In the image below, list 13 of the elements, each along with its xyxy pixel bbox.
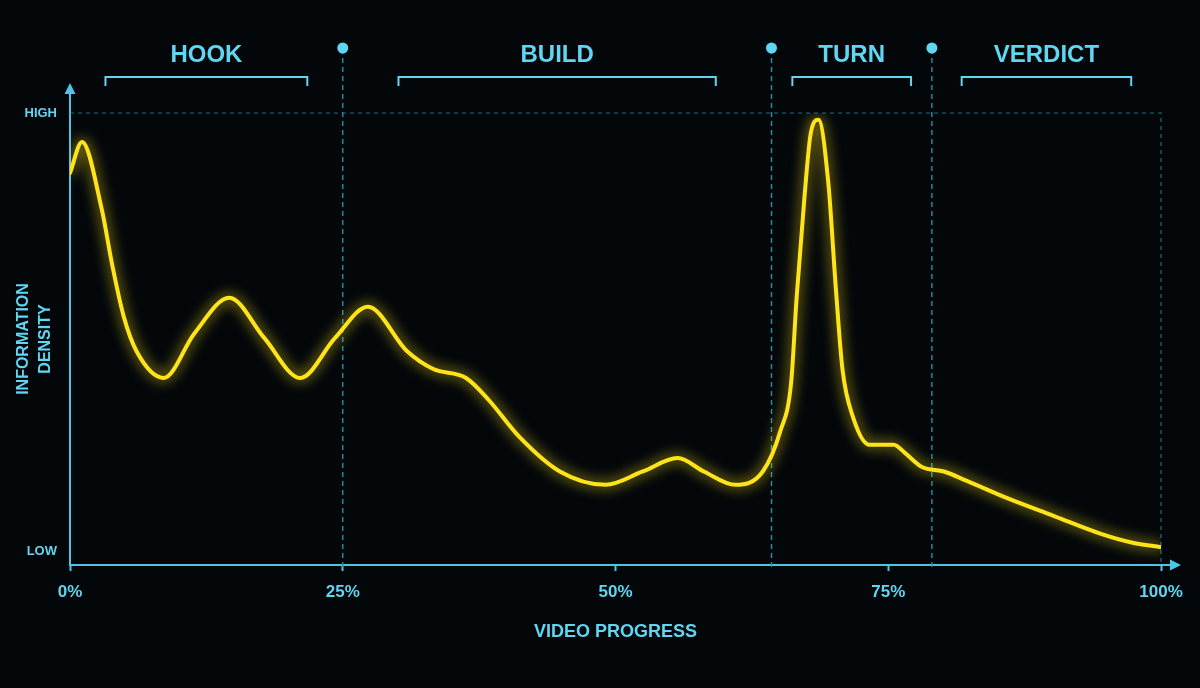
text: HIGH	[24, 104, 57, 120]
x-tick-label: 100%	[1139, 581, 1183, 601]
x-tick-label: 25%	[325, 581, 360, 601]
x-axis-title: VIDEO PROGRESS	[533, 621, 698, 642]
text: TURN	[818, 39, 886, 67]
x-tick-label: 75%	[871, 581, 906, 601]
text: HOOK	[170, 39, 244, 67]
x-tick-label: 0%	[57, 581, 83, 601]
text: BUILD	[520, 39, 594, 67]
text: VERDICT	[993, 39, 1100, 67]
x-tick-label: 50%	[598, 581, 633, 601]
y-axis-title: INFORMATION DENSITY	[13, 283, 54, 395]
text: LOW	[26, 542, 58, 558]
